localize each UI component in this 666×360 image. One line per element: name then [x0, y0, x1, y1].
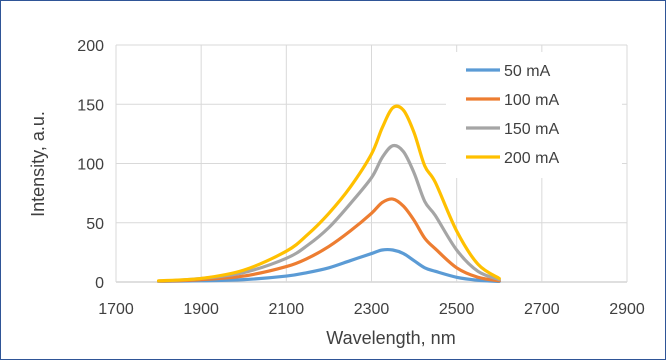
series-line-150-ma	[156, 143, 501, 284]
y-tick-label: 200	[77, 38, 104, 55]
x-tick-label: 1900	[183, 301, 219, 318]
y-tick-labels: 0 50 100 150 200	[77, 38, 104, 292]
y-tick-label: 0	[95, 275, 104, 292]
x-tick-label: 2100	[269, 301, 305, 318]
legend-label: 50 mA	[504, 63, 551, 80]
legend: 50 mA 100 mA 150 mA 200 mA	[446, 52, 622, 178]
legend-label: 150 mA	[504, 121, 559, 138]
y-axis-title: Intensity, a.u.	[28, 111, 48, 217]
legend-item: 50 mA	[466, 63, 551, 80]
legend-item: 150 mA	[466, 121, 559, 138]
series-line-50-ma	[156, 247, 501, 284]
x-tick-label: 1700	[98, 301, 134, 318]
series-lines	[156, 104, 501, 284]
legend-item: 200 mA	[466, 150, 559, 167]
y-tick-label: 50	[86, 216, 104, 233]
y-tick-label: 100	[77, 157, 104, 174]
series-line-200-ma	[156, 104, 501, 283]
x-tick-labels: 1700 1900 2100 2300 2500 2700 2900	[98, 301, 645, 318]
legend-label: 200 mA	[504, 150, 559, 167]
x-tick-label: 2300	[354, 301, 390, 318]
x-tick-label: 2700	[524, 301, 560, 318]
series-line-100-ma	[156, 197, 501, 284]
x-tick-label: 2500	[439, 301, 475, 318]
legend-item: 100 mA	[466, 92, 559, 109]
x-axis-title: Wavelength, nm	[326, 328, 455, 348]
legend-label: 100 mA	[504, 92, 559, 109]
y-tick-label: 150	[77, 97, 104, 114]
x-tick-label: 2900	[609, 301, 645, 318]
